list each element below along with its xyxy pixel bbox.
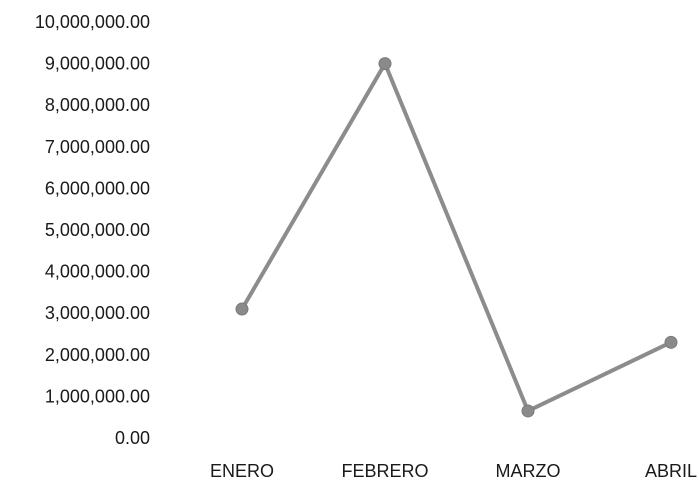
data-point [664, 335, 678, 349]
data-point [378, 57, 392, 71]
y-tick-label: 6,000,000.00 [45, 178, 150, 198]
x-tick-label: MARZO [496, 461, 561, 481]
y-tick-label: 2,000,000.00 [45, 345, 150, 365]
y-tick-label: 1,000,000.00 [45, 386, 150, 406]
y-tick-label: 9,000,000.00 [45, 54, 150, 74]
y-tick-label: 10,000,000.00 [35, 12, 150, 32]
y-tick-label: 5,000,000.00 [45, 220, 150, 240]
y-tick-label: 4,000,000.00 [45, 262, 150, 282]
y-tick-label: 0.00 [115, 428, 150, 448]
data-point [521, 404, 535, 418]
y-tick-label: 3,000,000.00 [45, 303, 150, 323]
x-tick-label: ABRIL [645, 461, 697, 481]
y-axis-labels: 0.00 1,000,000.00 2,000,000.00 3,000,000.00… [35, 12, 150, 448]
x-tick-label: FEBRERO [341, 461, 428, 481]
data-point [235, 302, 249, 316]
series-line [240, 61, 673, 413]
x-tick-label: ENERO [210, 461, 274, 481]
series-layer [235, 57, 678, 418]
x-axis-labels: ENERO FEBRERO MARZO ABRIL [210, 461, 697, 481]
y-tick-label: 7,000,000.00 [45, 137, 150, 157]
y-tick-label: 8,000,000.00 [45, 95, 150, 115]
